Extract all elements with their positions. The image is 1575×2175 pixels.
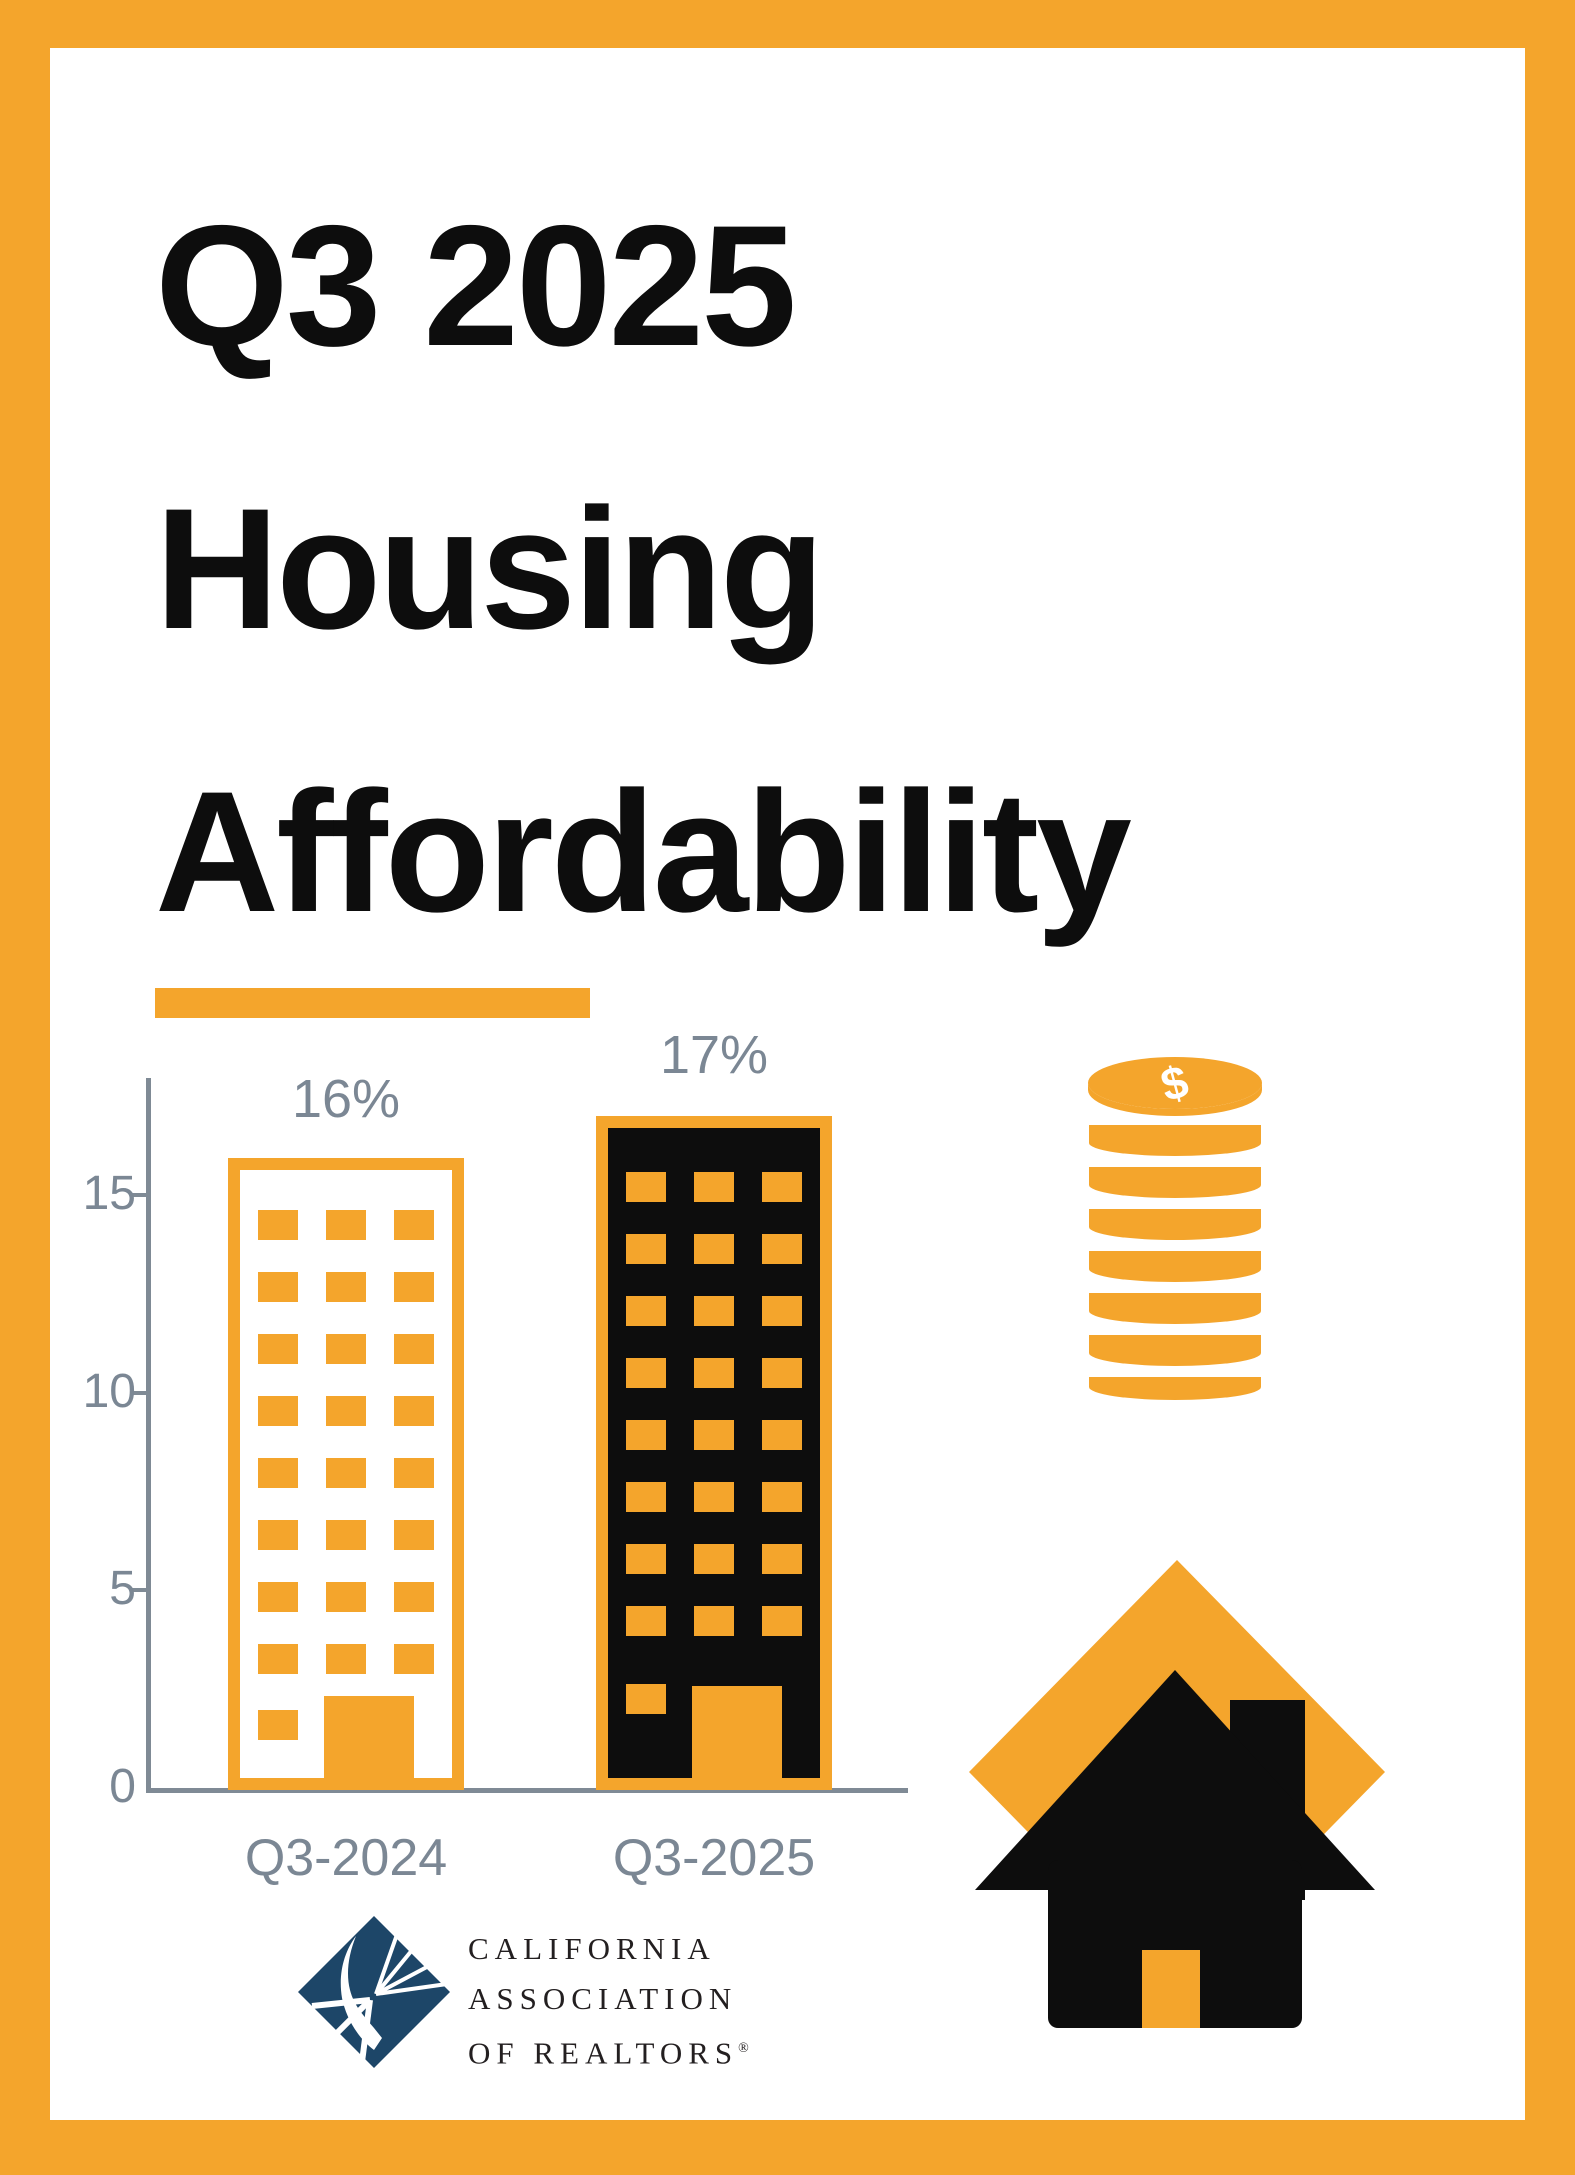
car-logo-text: CALIFORNIA ASSOCIATION OF REALTORS® [468,1924,749,2078]
building-door [692,1686,782,1778]
building-door [324,1696,414,1778]
y-tick-15 [132,1193,146,1197]
x-axis-line [146,1788,908,1793]
y-tick-label-5: 5 [109,1562,136,1615]
y-tick-label-15: 15 [82,1167,136,1220]
logo-line-1: CALIFORNIA [468,1931,716,1966]
x-label-q3-2025: Q3-2025 [612,1829,816,1887]
y-axis-line [146,1078,151,1793]
building-windows [626,1172,830,1668]
building-window [626,1684,666,1714]
bar-value-q3-2025: 17% [659,1025,769,1085]
x-label-q3-2024: Q3-2024 [244,1829,448,1887]
title-line-3: Affordability [155,756,1132,948]
logo-line-2: ASSOCIATION [468,1981,738,2016]
logo-line-3: OF REALTORS® [468,2035,749,2071]
y-tick-label-10: 10 [82,1365,136,1418]
registered-mark: ® [738,2041,749,2056]
title-line-2: Housing [155,473,825,665]
building-window [258,1710,298,1740]
y-tick-label-0: 0 [109,1760,136,1813]
coin-stack-icon: $ [1088,1055,1262,1400]
title-line-1: Q3 2025 [155,190,797,382]
house-door [1142,1950,1200,2028]
bar-value-q3-2024: 16% [291,1069,401,1129]
bar-q3-2025-building-icon [596,1116,832,1790]
y-tick-10 [132,1391,146,1395]
page-title: Q3 2025 Housing Affordability [155,145,1485,994]
building-windows [258,1210,462,1706]
house-icon [969,1560,1385,2028]
y-tick-5 [132,1588,146,1592]
title-underline [155,988,590,1018]
bar-q3-2024-building-icon [228,1158,464,1790]
car-logo-icon [298,1916,450,2068]
